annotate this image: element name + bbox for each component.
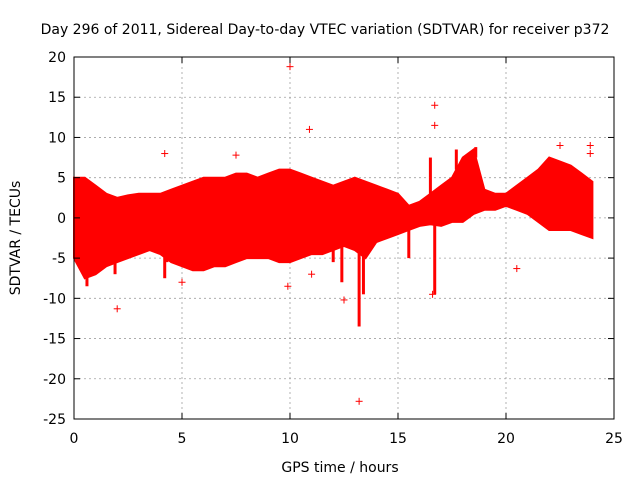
x-tick-label: 0 [70, 431, 79, 447]
plot-frame [73, 56, 615, 420]
data-point-marker [586, 141, 594, 149]
data-point-marker [113, 305, 121, 313]
x-axis-label: GPS time / hours [281, 460, 398, 476]
data-point-marker [431, 121, 439, 129]
y-axis-ticks: 20 15 10 5 0 -5 -10 -15 -20 -25 [43, 50, 614, 428]
x-tick-label: 10 [281, 431, 299, 447]
data-point-marker [308, 270, 316, 278]
y-tick-label: 5 [57, 171, 66, 187]
x-tick-label: 15 [389, 431, 407, 447]
y-tick-label: -25 [43, 412, 66, 428]
data-point-marker [431, 101, 439, 109]
y-tick-label: 20 [48, 50, 66, 66]
x-axis-ticks: 0 5 10 15 20 25 [70, 57, 623, 447]
x-tick-label: 25 [605, 431, 623, 447]
data-point-marker [286, 63, 294, 71]
data-point-marker [305, 125, 313, 133]
data-point-marker [340, 296, 348, 304]
y-axis-label: SDTVAR / TECUs [8, 181, 24, 296]
data-point-marker [429, 290, 437, 298]
data-point-marker [556, 141, 564, 149]
data-point-marker [232, 151, 240, 159]
y-tick-label: -20 [43, 372, 66, 388]
y-tick-label: -5 [52, 251, 66, 267]
y-tick-label: -15 [43, 332, 66, 348]
y-tick-label: 0 [57, 211, 66, 227]
data-point-marker [355, 397, 363, 405]
data-band [73, 147, 594, 280]
y-tick-label: 15 [48, 90, 66, 106]
data-point-marker [586, 150, 594, 158]
x-tick-label: 20 [497, 431, 515, 447]
data-point-marker [178, 278, 186, 286]
data-band-area [73, 147, 594, 280]
data-point-marker [513, 265, 521, 273]
data-point-marker [161, 150, 169, 158]
chart-title: Day 296 of 2011, Sidereal Day-to-day VTE… [41, 22, 610, 38]
y-tick-label: -10 [43, 291, 66, 307]
y-tick-label: 10 [48, 130, 66, 146]
data-points [85, 63, 594, 405]
data-point-marker [284, 282, 292, 290]
x-tick-label: 5 [178, 431, 187, 447]
